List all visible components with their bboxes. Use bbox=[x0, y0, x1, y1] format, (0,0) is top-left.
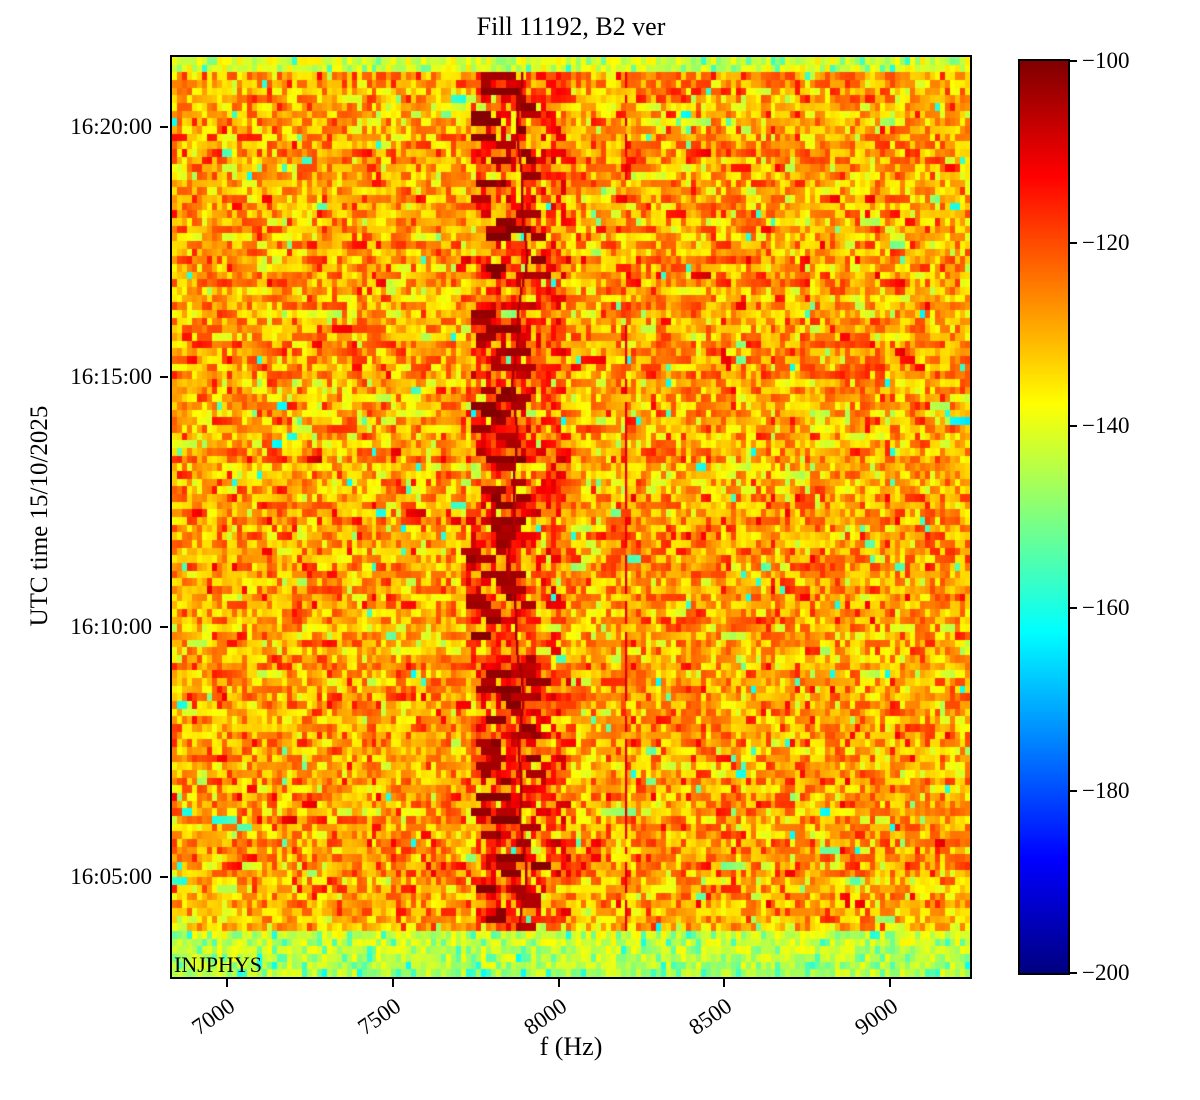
colorbar-tick bbox=[1070, 789, 1077, 792]
colorbar-tick bbox=[1070, 242, 1077, 245]
y-tick-label: 16:05:00 bbox=[70, 864, 152, 889]
colorbar-tick bbox=[1070, 424, 1077, 427]
colorbar-tick-label: −200 bbox=[1082, 960, 1130, 985]
colorbar-tick bbox=[1070, 60, 1077, 62]
y-axis-label: UTC time 15/10/2025 bbox=[26, 405, 53, 627]
plot-area: INJPHYS bbox=[170, 55, 972, 979]
colorbar-tick bbox=[1070, 607, 1077, 610]
x-tick bbox=[557, 979, 560, 987]
y-tick-label: 16:15:00 bbox=[70, 364, 152, 389]
y-tick bbox=[160, 876, 168, 878]
colorbar-tick-label: −180 bbox=[1082, 777, 1130, 803]
x-tick bbox=[889, 979, 892, 987]
x-axis-label: f (Hz) bbox=[539, 1032, 603, 1061]
spectrogram-canvas bbox=[172, 57, 970, 977]
x-tick bbox=[226, 979, 229, 987]
y-tick bbox=[160, 626, 168, 628]
plot-title: Fill 11192, B2 ver bbox=[476, 12, 666, 41]
colorbar-tick-label: −160 bbox=[1082, 595, 1130, 621]
colorbar-tick-label: −120 bbox=[1082, 230, 1130, 256]
colorbar-tick bbox=[1070, 972, 1077, 974]
colorbar-gradient-canvas bbox=[1020, 61, 1068, 973]
y-tick bbox=[160, 376, 168, 378]
x-tick bbox=[391, 979, 394, 987]
y-tick bbox=[160, 126, 168, 128]
injphys-annotation: INJPHYS bbox=[174, 952, 263, 977]
y-tick-label: 16:10:00 bbox=[70, 614, 152, 639]
x-tick bbox=[723, 979, 726, 987]
y-tick-label: 16:20:00 bbox=[70, 114, 152, 139]
colorbar-tick-label: −100 bbox=[1082, 48, 1130, 73]
colorbar-tick-label: −140 bbox=[1082, 412, 1130, 438]
colorbar bbox=[1018, 59, 1070, 975]
